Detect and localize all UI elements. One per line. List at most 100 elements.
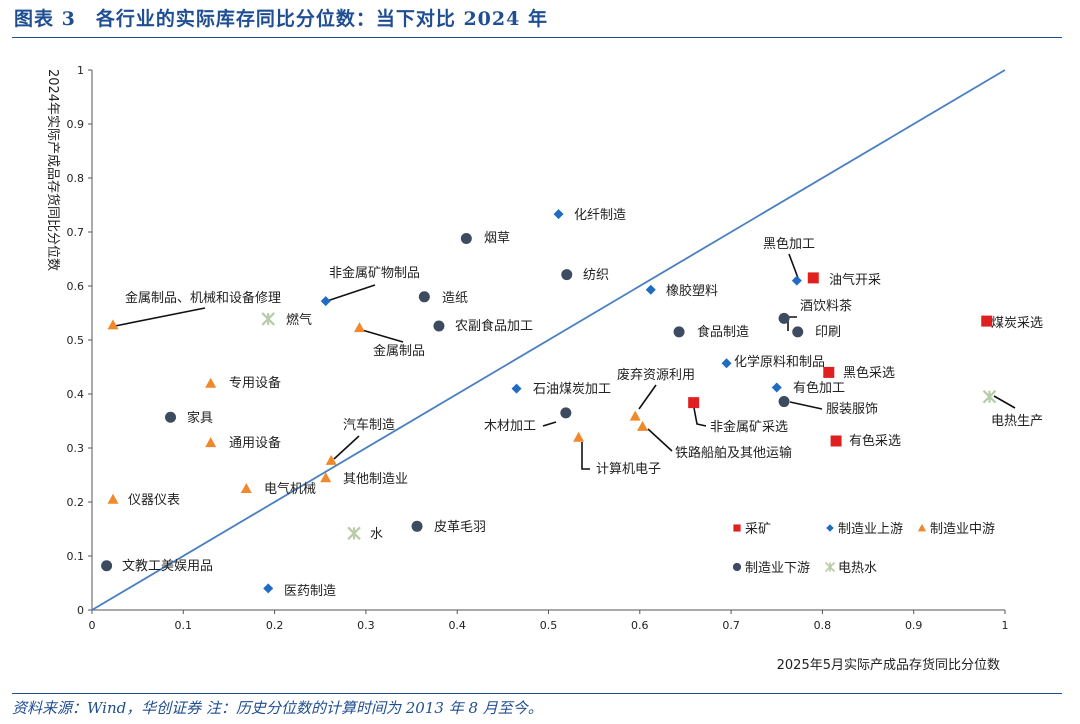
legend-label-制造业中游: 制造业中游 (930, 522, 995, 537)
label-黑色加工: 黑色加工 (763, 236, 815, 252)
point-废弃资源利用 (629, 410, 641, 421)
x-tick-label: 0 (89, 619, 96, 632)
point-铁路船舶及其他运输 (637, 420, 649, 431)
leader-计算机电子 (581, 442, 590, 470)
label-印刷: 印刷 (815, 325, 841, 340)
point-电热生产 (982, 389, 997, 404)
legend-symbol (917, 523, 927, 532)
point-家具 (165, 411, 177, 423)
point-橡胶塑料 (645, 284, 656, 295)
leader-金属制品-机械和设备修理 (114, 307, 206, 327)
point-食品制造 (673, 326, 685, 338)
diagonal-line (91, 69, 1006, 611)
point-造纸 (418, 291, 430, 303)
y-tick-label: 0.4 (67, 388, 85, 401)
label-造纸: 造纸 (442, 291, 468, 306)
leader-非金属矿采选 (693, 407, 707, 427)
point-非金属矿物制品 (320, 296, 331, 307)
label-有色采选: 有色采选 (849, 433, 901, 449)
label-橡胶塑料: 橡胶塑料 (666, 283, 718, 299)
figure-title: 图表 3 各行业的实际库存同比分位数：当下对比 2024 年 (14, 8, 548, 30)
legend-label-制造业下游: 制造业下游 (745, 561, 810, 576)
label-有色加工: 有色加工 (793, 380, 845, 396)
label-纺织: 纺织 (583, 268, 609, 283)
point-黑色加工 (791, 275, 802, 286)
leader-木材加工 (542, 421, 557, 427)
label-其他制造业: 其他制造业 (343, 472, 408, 487)
point-石油煤炭加工 (511, 383, 522, 394)
label-皮革毛羽: 皮革毛羽 (434, 520, 486, 535)
point-金属制品-机械和设备修理 (107, 319, 119, 330)
label-化纤制造: 化纤制造 (574, 208, 626, 223)
label-金属制品: 金属制品 (373, 343, 425, 359)
point-农副食品加工 (433, 320, 445, 332)
legend-marker-制造业下游 (732, 562, 742, 572)
point-其他制造业 (320, 472, 332, 483)
point-印刷 (792, 326, 804, 338)
y-tick-label: 0.1 (67, 550, 85, 563)
label-医药制造: 医药制造 (284, 584, 336, 599)
x-tick-label: 0.4 (448, 619, 466, 632)
label-木材加工: 木材加工 (484, 419, 536, 434)
legend-marker-制造业中游 (917, 523, 927, 532)
point-医药制造 (263, 583, 274, 594)
point-文教工美娱用品 (101, 560, 113, 572)
label-燃气: 燃气 (286, 312, 312, 328)
label-石油煤炭加工: 石油煤炭加工 (533, 382, 611, 397)
leader-铁路船舶及其他运输 (647, 428, 673, 452)
x-tick-label: 0.7 (722, 619, 740, 632)
label-废弃资源利用: 废弃资源利用 (617, 367, 695, 383)
legend-marker-制造业上游 (826, 524, 834, 532)
label-酒饮料茶: 酒饮料茶 (800, 298, 852, 314)
label-化学原料和制品: 化学原料和制品 (734, 354, 825, 370)
label-油气开采: 油气开采 (829, 272, 881, 288)
x-axis-title: 2025年5月实际产成品存货同比分位数 (777, 657, 1000, 673)
label-计算机电子: 计算机电子 (596, 462, 661, 477)
label-黑色采选: 黑色采选 (843, 365, 895, 381)
leader-汽车制造 (333, 435, 360, 460)
y-tick-label: 0.7 (67, 226, 85, 239)
label-汽车制造: 汽车制造 (343, 417, 395, 433)
label-电热生产: 电热生产 (991, 414, 1043, 429)
label-家具: 家具 (187, 410, 213, 426)
point-化学原料和制品 (721, 358, 732, 369)
point-黑色采选 (823, 366, 835, 378)
point-纺织 (561, 269, 573, 281)
title-rule (12, 37, 1062, 38)
label-非金属矿物制品: 非金属矿物制品 (329, 265, 420, 281)
point-水 (347, 526, 361, 541)
footer-rule (12, 693, 1062, 694)
label-专用设备: 专用设备 (229, 375, 281, 391)
label-农副食品加工: 农副食品加工 (455, 318, 533, 334)
label-电气机械: 电气机械 (264, 481, 316, 497)
x-tick-label: 0.5 (540, 619, 558, 632)
x-tick-label: 1 (1002, 619, 1009, 632)
point-有色采选 (830, 435, 842, 447)
point-仪器仪表 (107, 493, 119, 504)
point-酒饮料茶 (778, 312, 790, 324)
x-tick-label: 0.1 (175, 619, 193, 632)
label-通用设备: 通用设备 (229, 435, 281, 451)
point-有色加工 (771, 382, 782, 393)
label-仪器仪表: 仪器仪表 (128, 493, 180, 508)
point-煤炭采选 (981, 315, 993, 327)
label-烟草: 烟草 (484, 231, 510, 246)
legend-label-电热水: 电热水 (838, 561, 877, 576)
y-tick-label: 0.8 (67, 172, 85, 185)
point-计算机电子 (573, 431, 585, 442)
y-tick-label: 0.2 (67, 496, 85, 509)
label-金属制品-机械和设备修理: 金属制品、机械和设备修理 (125, 290, 281, 306)
label-水: 水 (370, 527, 383, 542)
label-煤炭采选: 煤炭采选 (991, 316, 1043, 331)
y-tick-label: 0.3 (67, 442, 85, 455)
legend-marker-电热水 (824, 561, 836, 573)
label-服装服饰: 服装服饰 (826, 402, 878, 417)
source-note: 资料来源：Wind，华创证券 注：历史分位数的计算时间为 2013 年 8 月至… (12, 699, 543, 717)
x-tick-label: 0.9 (905, 619, 923, 632)
x-tick-label: 0.8 (814, 619, 832, 632)
point-油气开采 (807, 272, 819, 284)
label-铁路船舶及其他运输: 铁路船舶及其他运输 (675, 445, 792, 461)
point-烟草 (460, 232, 472, 244)
